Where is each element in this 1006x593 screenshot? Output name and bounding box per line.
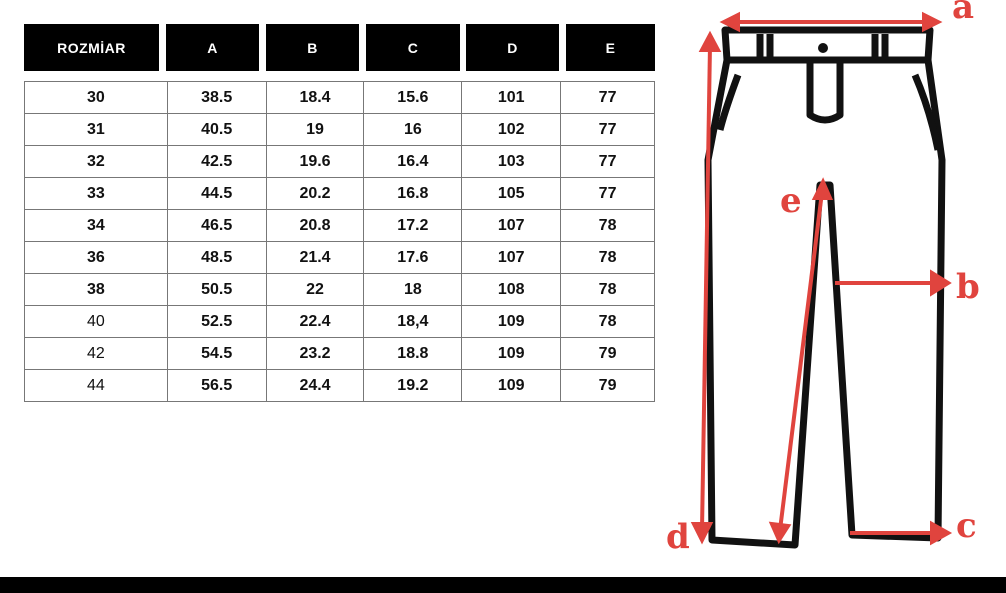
- measure-cell: 56.5: [166, 369, 267, 402]
- measure-cell: 20.2: [265, 177, 365, 210]
- measure-arrows: [690, 11, 953, 546]
- measure-cell: 108: [461, 273, 562, 306]
- measure-cell: 78: [560, 209, 655, 242]
- measure-cell: 19: [265, 113, 365, 146]
- measure-cell: 21.4: [265, 241, 365, 274]
- table-row: 30 38.5 18.4 15.6 101 77: [24, 81, 655, 114]
- measure-cell: 103: [461, 145, 562, 178]
- label-c: c: [956, 506, 977, 546]
- button-icon: [818, 43, 828, 53]
- measure-cell: 77: [560, 113, 655, 146]
- size-cell: 44: [24, 369, 168, 402]
- measure-cell: 22.4: [265, 305, 365, 338]
- table-row: 33 44.5 20.2 16.8 105 77: [24, 177, 655, 210]
- measure-cell: 50.5: [166, 273, 267, 306]
- measure-cell: 107: [461, 209, 562, 242]
- measure-cell: 77: [560, 81, 655, 114]
- measure-cell: 79: [560, 369, 655, 402]
- measure-cell: 101: [461, 81, 562, 114]
- table-row: 34 46.5 20.8 17.2 107 78: [24, 209, 655, 242]
- measure-cell: 109: [461, 337, 562, 370]
- header-d: D: [466, 24, 559, 71]
- size-cell: 32: [24, 145, 168, 178]
- measure-cell: 20.8: [265, 209, 365, 242]
- table-row: 42 54.5 23.2 18.8 109 79: [24, 337, 655, 370]
- measure-cell: 105: [461, 177, 562, 210]
- table-row: 31 40.5 19 16 102 77: [24, 113, 655, 146]
- measure-cell: 78: [560, 305, 655, 338]
- size-cell: 40: [24, 305, 168, 338]
- measure-cell: 18,4: [363, 305, 463, 338]
- size-table: 30 38.5 18.4 15.6 101 77 31 40.5 19 16 102 77 32 42.5…: [24, 81, 655, 402]
- size-cell: 30: [24, 81, 168, 114]
- measure-cell: 109: [461, 369, 562, 402]
- table-row: 36 48.5 21.4 17.6 107 78: [24, 241, 655, 274]
- table-row: 32 42.5 19.6 16.4 103 77: [24, 145, 655, 178]
- measure-cell: 78: [560, 241, 655, 274]
- size-cell: 31: [24, 113, 168, 146]
- size-cell: 36: [24, 241, 168, 274]
- bottom-bar: [0, 577, 1006, 593]
- size-cell: 38: [24, 273, 168, 306]
- header-b: B: [266, 24, 359, 71]
- measure-cell: 23.2: [265, 337, 365, 370]
- measure-cell: 109: [461, 305, 562, 338]
- measure-cell: 44.5: [166, 177, 267, 210]
- measure-cell: 19.2: [363, 369, 463, 402]
- measure-cell: 16.4: [363, 145, 463, 178]
- measure-cell: 77: [560, 177, 655, 210]
- label-b: b: [956, 267, 980, 307]
- measure-cell: 16.8: [363, 177, 463, 210]
- pants-outline-icon: [704, 26, 946, 549]
- measure-cell: 17.2: [363, 209, 463, 242]
- measure-cell: 18.8: [363, 337, 463, 370]
- measure-cell: 79: [560, 337, 655, 370]
- label-e: e: [780, 181, 802, 221]
- table-row: 44 56.5 24.4 19.2 109 79: [24, 369, 655, 402]
- header-c: C: [366, 24, 460, 71]
- header-rozmiar: ROZMİAR: [24, 24, 159, 71]
- measure-cell: 18: [363, 273, 463, 306]
- measure-cell: 107: [461, 241, 562, 274]
- measure-cell: 77: [560, 145, 655, 178]
- measure-cell: 17.6: [363, 241, 463, 274]
- measure-cell: 38.5: [166, 81, 267, 114]
- size-cell: 42: [24, 337, 168, 370]
- measure-cell: 15.6: [363, 81, 463, 114]
- measure-cell: 54.5: [166, 337, 267, 370]
- header-a: A: [166, 24, 259, 71]
- table-row: 40 52.5 22.4 18,4 109 78: [24, 305, 655, 338]
- measure-cell: 40.5: [166, 113, 267, 146]
- label-d: d: [666, 517, 690, 557]
- measure-cell: 52.5: [166, 305, 267, 338]
- header-e: E: [566, 24, 655, 71]
- size-cell: 33: [24, 177, 168, 210]
- measure-cell: 18.4: [265, 81, 365, 114]
- measure-cell: 22: [265, 273, 365, 306]
- table-row: 38 50.5 22 18 108 78: [24, 273, 655, 306]
- measure-cell: 24.4: [265, 369, 365, 402]
- measure-cell: 78: [560, 273, 655, 306]
- measure-cell: 48.5: [166, 241, 267, 274]
- measure-cell: 102: [461, 113, 562, 146]
- label-a: a: [952, 0, 974, 27]
- measure-cell: 42.5: [166, 145, 267, 178]
- size-cell: 34: [24, 209, 168, 242]
- measure-cell: 46.5: [166, 209, 267, 242]
- measure-cell: 16: [363, 113, 463, 146]
- pants-diagram: a b c d e: [666, 0, 980, 557]
- measure-cell: 19.6: [265, 145, 365, 178]
